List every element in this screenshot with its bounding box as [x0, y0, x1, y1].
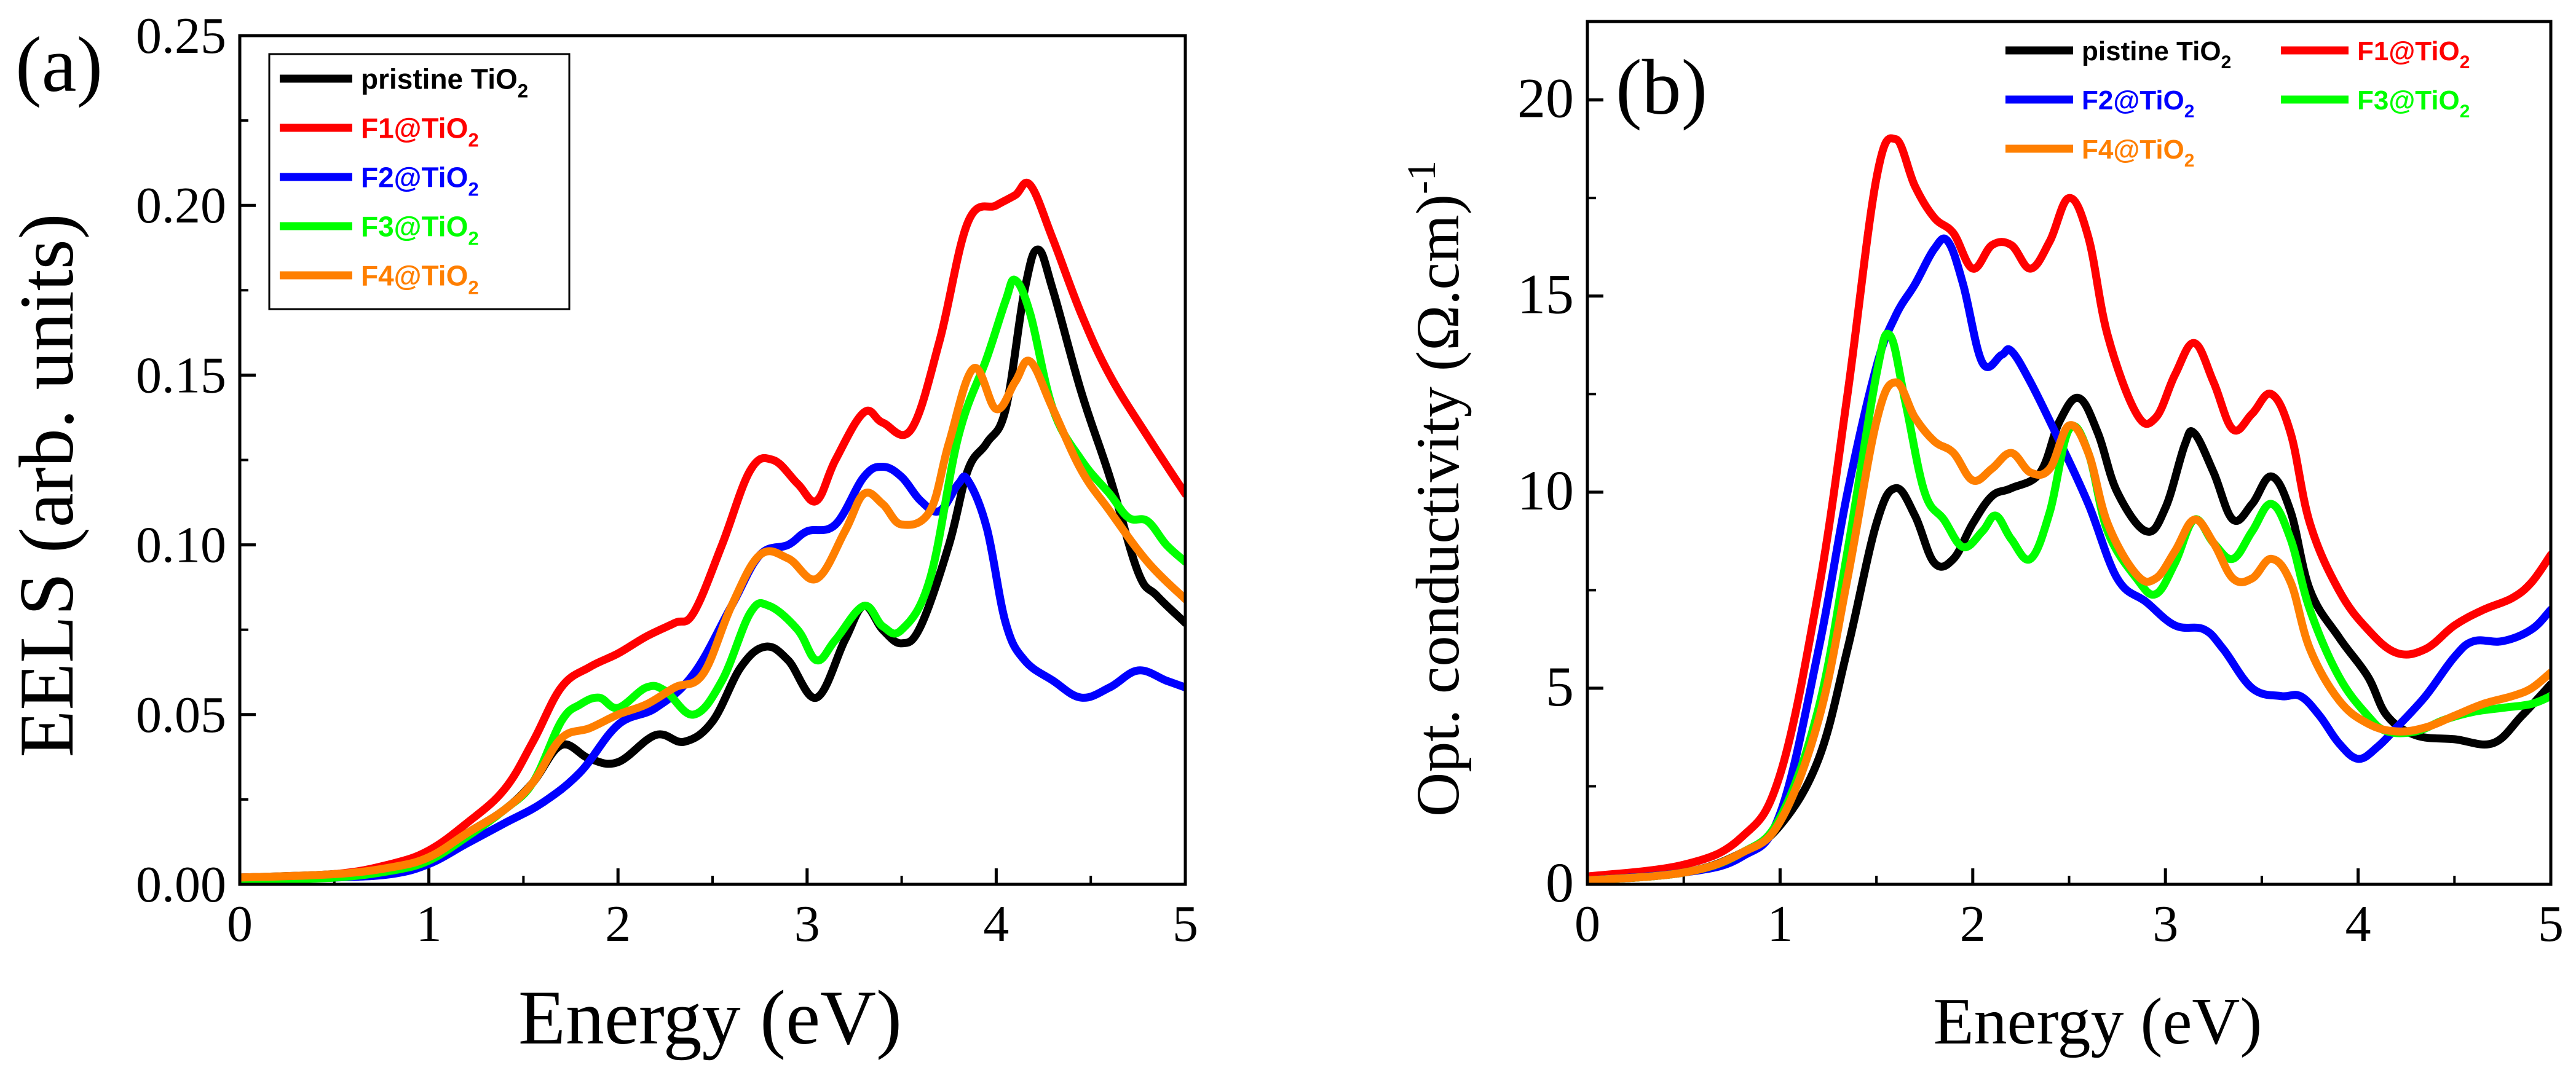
- panel-a-x-tick-label: 4: [983, 895, 1009, 953]
- panel-a-legend-label-f1: F1@TiO2: [361, 112, 479, 151]
- panel-a-y-axis-title: EELS (arb. units): [4, 213, 90, 757]
- panel-a-x-tick-label: 3: [794, 895, 820, 953]
- panel-a-legend-label-f4: F4@TiO2: [361, 260, 479, 299]
- panel-b-y-tick-label: 20: [1517, 67, 1574, 130]
- panel-b-legend-label-f2: F2@TiO2: [2082, 85, 2194, 122]
- panel-b-x-tick-label: 1: [1767, 895, 1793, 953]
- panel-a-ticks: 0 1 2 3 4 5 0.00 0.05 0.10 0.15 0.20 0.25: [136, 7, 1198, 953]
- panel-b-x-tick-label: 2: [1960, 895, 1986, 953]
- panel-b-legend-text: F4@TiO: [2082, 135, 2184, 165]
- panel-a-legend-label-f3: F3@TiO2: [361, 211, 479, 250]
- panel-b-label: (b): [1616, 44, 1707, 131]
- panel-b-x-tick-label: 4: [2345, 895, 2371, 953]
- panel-a-legend-subscript: 2: [468, 178, 478, 200]
- panel-a-legend-text: F3@TiO: [361, 211, 468, 243]
- panel-b-legend-text: F2@TiO: [2082, 85, 2184, 116]
- panel-a-series: [240, 178, 1185, 884]
- panel-a-y-tick-label: 0.10: [136, 517, 226, 574]
- panel-a-y-tick-label: 0.25: [136, 7, 226, 65]
- panel-b-legend-label-f1: F1@TiO2: [2357, 36, 2470, 73]
- panel-a-series-line-f2: [240, 462, 1185, 884]
- panel-b-x-axis-title: Energy (eV): [1934, 985, 2262, 1058]
- panel-b-conductivity-chart: (b) Opt. conductivity (Ω.cm)-1 Energy (e…: [1399, 20, 2564, 1058]
- panel-b-ticks: 0 1 2 3 4 5 0 5 10 15 20: [1517, 67, 2564, 953]
- panel-a-legend-text: F2@TiO: [361, 162, 468, 194]
- panel-b-y-axis-title-sup: -1: [1399, 160, 1444, 194]
- panel-b-y-tick-label: 10: [1517, 459, 1574, 522]
- panel-a-legend-subscript: 2: [468, 227, 478, 249]
- panel-a-x-tick-label: 0: [227, 895, 253, 953]
- panel-a-label: (a): [15, 21, 103, 108]
- panel-b-plot-frame: [1586, 20, 2553, 886]
- panel-b-y-tick-label: 0: [1546, 851, 1574, 914]
- panel-b-legend-label-f3: F3@TiO2: [2357, 85, 2470, 122]
- panel-b-y-tick-label: 15: [1517, 263, 1574, 326]
- panel-a-legend-label-f2: F2@TiO2: [361, 162, 479, 200]
- panel-b-legend-subscript: 2: [2221, 52, 2232, 73]
- panel-a-legend-subscript: 2: [468, 277, 478, 298]
- panel-a-legend-text: F4@TiO: [361, 260, 468, 292]
- panel-b-legend-label-pristine: pistine TiO2: [2082, 36, 2231, 73]
- panel-b-series-line-pristine: [1587, 393, 2551, 884]
- panel-b-legend-label-f4: F4@TiO2: [2082, 135, 2194, 171]
- panel-a-legend: pristine TiO2F1@TiO2F2@TiO2F3@TiO2F4@TiO…: [268, 53, 571, 310]
- panel-a-legend-text: pristine TiO: [361, 63, 518, 95]
- panel-b-series-line-f4: [1587, 378, 2551, 884]
- panel-a-legend-subscript: 2: [518, 80, 528, 101]
- panel-a-y-tick-label: 0.20: [136, 177, 226, 234]
- panel-b-legend-subscript: 2: [2184, 101, 2195, 122]
- panel-b-legend-text: F3@TiO: [2357, 85, 2460, 116]
- panel-b-x-tick-label: 0: [1574, 895, 1600, 953]
- panel-b-legend-subscript: 2: [2460, 52, 2470, 73]
- panel-b-legend-text: pistine TiO: [2082, 36, 2221, 66]
- panel-b-y-axis-title-main: Opt. conductivity (Ω.cm): [1404, 194, 1472, 817]
- panel-a-x-tick-label: 2: [605, 895, 631, 953]
- panel-a-legend-text: F1@TiO: [361, 112, 468, 144]
- panel-a-x-axis-title: Energy (eV): [518, 975, 902, 1061]
- panel-b-legend-subscript: 2: [2184, 151, 2195, 171]
- panel-a-legend-label-pristine: pristine TiO2: [361, 63, 528, 102]
- panel-a-x-tick-label: 1: [416, 895, 442, 953]
- panel-b-legend-text: F1@TiO: [2357, 36, 2460, 66]
- panel-a-series-line-f1: [240, 178, 1185, 882]
- panel-a-eels-chart: (a) EELS (arb. units) Energy (eV) 0 1 2 3 4 5…: [4, 7, 1198, 1061]
- panel-b-series-line-f3: [1587, 329, 2551, 884]
- panel-a-series-line-f4: [240, 356, 1185, 882]
- panel-a-plot-frame: [238, 34, 1187, 886]
- panel-b-series: [1587, 134, 2551, 884]
- panel-b-x-tick-label: 3: [2152, 895, 2178, 953]
- panel-a-y-tick-label: 0.00: [136, 856, 226, 913]
- panel-a-y-tick-label: 0.05: [136, 686, 226, 744]
- panel-b-x-tick-label: 5: [2538, 895, 2564, 953]
- panel-b-series-line-f2: [1587, 234, 2551, 884]
- panel-a-y-tick-label: 0.15: [136, 347, 226, 404]
- panel-b-legend-subscript: 2: [2460, 101, 2470, 122]
- panel-a-legend-box: [268, 53, 571, 310]
- panel-b-series-line-f1: [1587, 134, 2551, 881]
- panel-b-y-axis-title: Opt. conductivity (Ω.cm)-1: [1399, 160, 1472, 817]
- panel-b-y-tick-label: 5: [1546, 655, 1574, 718]
- panel-a-legend-subscript: 2: [468, 129, 478, 151]
- panel-a-x-tick-label: 5: [1172, 895, 1198, 953]
